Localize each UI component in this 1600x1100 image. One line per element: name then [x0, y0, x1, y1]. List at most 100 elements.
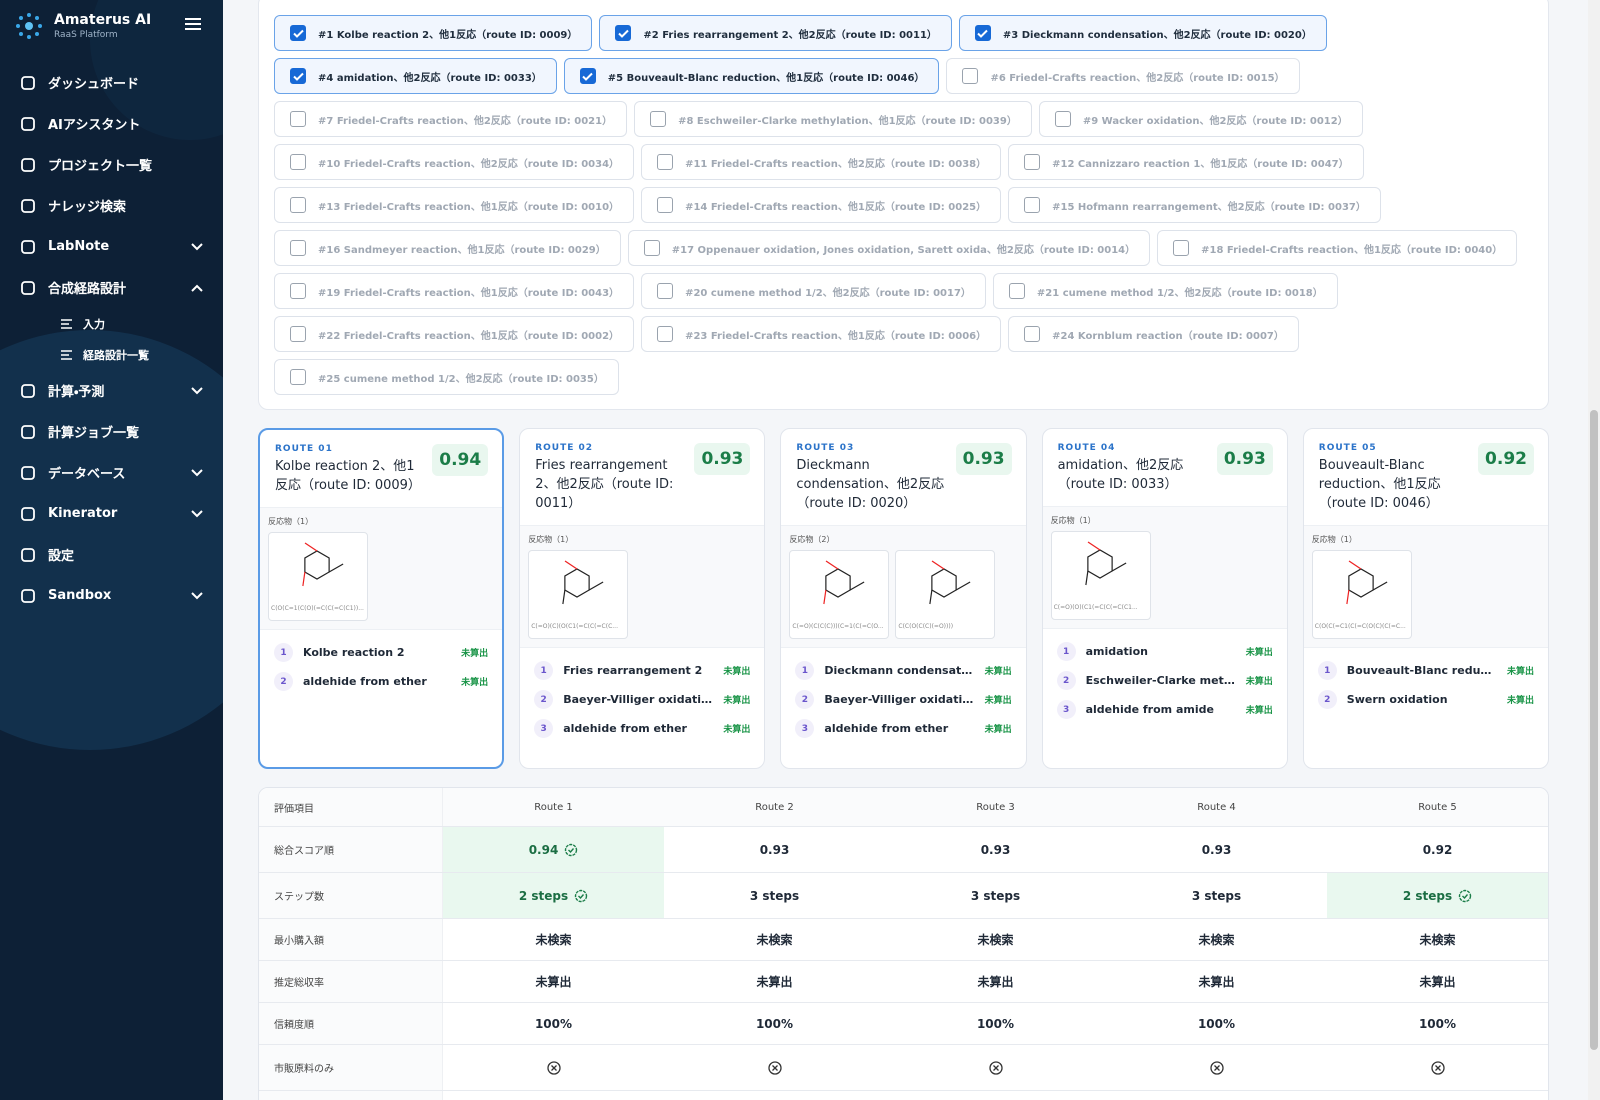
- checkbox[interactable]: [643, 240, 660, 256]
- checkbox[interactable]: [974, 25, 991, 41]
- molecule-list: C(=O)(O)(C1(=C(C(=C(C1...: [1050, 531, 1279, 620]
- nav-item[interactable]: Sandbox: [0, 575, 223, 616]
- icon-part: [191, 509, 203, 517]
- checkbox[interactable]: [657, 326, 674, 342]
- nav-label: AIアシスタント: [48, 118, 141, 133]
- table-cell: 未検索: [1327, 919, 1548, 960]
- icon-part: [21, 198, 35, 213]
- checkbox[interactable]: [615, 25, 632, 41]
- route-chip[interactable]: #18 Friedel-Crafts reaction、他1反応（route I…: [1157, 230, 1518, 266]
- checkbox[interactable]: [290, 240, 306, 256]
- nav-item[interactable]: LabNote: [0, 226, 223, 267]
- cell-value: 未算出: [756, 975, 793, 989]
- route-chip[interactable]: #13 Friedel-Crafts reaction、他1反応（route I…: [274, 187, 635, 223]
- checkbox[interactable]: [290, 154, 306, 170]
- route-card[interactable]: ROUTE 02 Fries rearrangement 2、他2反応（route…: [519, 428, 766, 769]
- cell-value: 3 steps: [1191, 888, 1242, 903]
- route-chip[interactable]: #23 Friedel-Crafts reaction、他1反応（route I…: [641, 316, 1002, 352]
- scrollbar[interactable]: [1588, 0, 1600, 1100]
- checkbox[interactable]: [290, 68, 306, 84]
- route-chip[interactable]: #22 Friedel-Crafts reaction、他1反応（route I…: [274, 316, 635, 352]
- route-chip[interactable]: #12 Cannizzaro reaction 1、他1反応（route ID:…: [1008, 144, 1364, 180]
- route-chip[interactable]: #19 Friedel-Crafts reaction、他1反応（route I…: [274, 273, 635, 309]
- route-card[interactable]: ROUTE 01 Kolbe reaction 2、他1反応（route ID: …: [258, 428, 505, 769]
- checkbox[interactable]: [657, 283, 674, 299]
- route-chip[interactable]: #8 Eschweiler-Clarke methylation、他1反応（ro…: [634, 101, 1032, 137]
- route-chip[interactable]: #4 amidation、他2反応（route ID: 0033）: [274, 58, 557, 94]
- route-card[interactable]: ROUTE 03 Dieckmann condensation、他2反応（rout…: [780, 428, 1027, 769]
- step: 2 Eschweiler-Clarke methylation 未算出: [1056, 666, 1273, 695]
- icon-part: [21, 383, 35, 398]
- table-cell: 100%: [443, 1003, 664, 1044]
- route-card[interactable]: ROUTE 04 amidation、他2反応（route ID: 0033） 0.…: [1041, 428, 1288, 769]
- route-chip[interactable]: #14 Friedel-Crafts reaction、他1反応（route I…: [641, 187, 1002, 223]
- step-name: aldehide from ether: [303, 675, 427, 688]
- route-chip[interactable]: #17 Oppenauer oxidation, Jones oxidation…: [627, 230, 1151, 266]
- nav-item[interactable]: AIアシスタント: [0, 103, 223, 144]
- nav-subitem[interactable]: 入力: [0, 308, 223, 339]
- checkbox[interactable]: [290, 326, 306, 342]
- checkbox[interactable]: [290, 369, 306, 385]
- nav-item[interactable]: 計算・予測: [0, 370, 223, 411]
- route-chip[interactable]: #25 cumene method 1/2、他2反応（route ID: 003…: [274, 359, 619, 395]
- route-chip[interactable]: #24 Kornblum reaction（route ID: 0007）: [1008, 316, 1299, 352]
- icon-part: [21, 588, 35, 603]
- route-chip[interactable]: #21 cumene method 1/2、他2反応（route ID: 001…: [992, 273, 1338, 309]
- icon-part: [931, 568, 958, 598]
- icon-part: [1213, 1064, 1220, 1071]
- checkbox[interactable]: [1173, 240, 1190, 256]
- route-chip[interactable]: #10 Friedel-Crafts reaction、他2反応（route I…: [274, 144, 635, 180]
- route-chip[interactable]: #20 cumene method 1/2、他2反応（route ID: 001…: [641, 273, 986, 309]
- checkbox[interactable]: [290, 197, 306, 213]
- route-title: Kolbe reaction 2、他1反応（route ID: 0009）: [275, 459, 421, 493]
- nav-item[interactable]: 計算ジョブ一覧: [0, 411, 223, 452]
- route-chip[interactable]: #15 Hofmann rearrangement、他2反応（route ID:…: [1008, 187, 1381, 223]
- icon: [61, 318, 72, 329]
- route-chip[interactable]: #11 Friedel-Crafts reaction、他2反応（route I…: [641, 144, 1002, 180]
- route-chip[interactable]: #6 Friedel-Crafts reaction、他2反応（route ID…: [946, 58, 1300, 94]
- scroll-thumb[interactable]: [1590, 410, 1598, 1050]
- checkbox[interactable]: [290, 111, 306, 127]
- route-number: ROUTE 02: [535, 443, 594, 453]
- step-name: amidation: [1085, 645, 1148, 658]
- nav-item[interactable]: プロジェクト一覧: [0, 144, 223, 185]
- icon-part: [304, 542, 318, 552]
- nav-item[interactable]: Kinerator: [0, 493, 223, 534]
- nav-item[interactable]: データベース: [0, 452, 223, 493]
- route-chip[interactable]: #7 Friedel-Crafts reaction、他2反応（route ID…: [274, 101, 628, 137]
- checkbox[interactable]: [1024, 154, 1041, 170]
- checkbox[interactable]: [657, 197, 674, 213]
- checkbox[interactable]: [657, 154, 674, 170]
- sidebar: Amaterus AI RaaS Platform ダッシュボード AIアシスタント…: [0, 0, 223, 1100]
- step-number: 2: [795, 690, 815, 709]
- checkbox[interactable]: [1054, 111, 1071, 127]
- nav-item[interactable]: ダッシュボード: [0, 62, 223, 103]
- checkbox[interactable]: [1008, 283, 1025, 299]
- route-chip[interactable]: #3 Dieckmann condensation、他2反応（route ID:…: [958, 15, 1327, 51]
- route-chip[interactable]: #16 Sandmeyer reaction、他1反応（route ID: 00…: [274, 230, 621, 266]
- route-card[interactable]: ROUTE 05 Bouveault-Blanc reduction、他1反応（r…: [1302, 428, 1549, 769]
- brand-tagline: RaaS Platform: [54, 30, 118, 40]
- nav-item[interactable]: 設定: [0, 534, 223, 575]
- checkbox[interactable]: [290, 283, 306, 299]
- route-chip[interactable]: #5 Bouveault-Blanc reduction、他1反応（route …: [563, 58, 940, 94]
- checkbox[interactable]: [1024, 326, 1041, 342]
- checkbox[interactable]: [1024, 197, 1041, 213]
- checkbox[interactable]: [962, 68, 979, 84]
- icon-part: [1462, 893, 1469, 899]
- nav-item[interactable]: ナレッジ検索: [0, 185, 223, 226]
- nav-subitem[interactable]: 経路設計一覧: [0, 339, 223, 370]
- route-chip[interactable]: #9 Wacker oxidation、他2反応（route ID: 0012）: [1038, 101, 1363, 137]
- checkbox[interactable]: [579, 68, 596, 84]
- step-status: 未算出: [461, 678, 489, 688]
- icon: [767, 1060, 782, 1075]
- nav-item[interactable]: 合成経路設計: [0, 267, 223, 308]
- route-chip[interactable]: #2 Fries rearrangement 2、他2反応（route ID: …: [599, 15, 952, 51]
- route-chip[interactable]: #1 Kolbe reaction 2、他1反応（route ID: 0009）: [274, 15, 593, 51]
- route-number: ROUTE 01: [275, 444, 333, 454]
- checkbox[interactable]: [290, 25, 306, 41]
- step: 1 amidation 未算出: [1056, 637, 1273, 666]
- menu-toggle[interactable]: [185, 17, 201, 31]
- checkbox[interactable]: [650, 111, 667, 127]
